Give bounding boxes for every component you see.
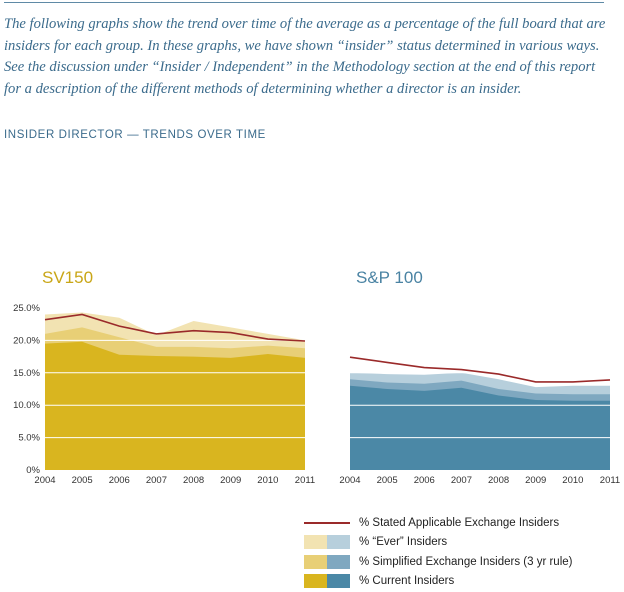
sv150-y-tick-label: 5.0%	[18, 433, 40, 444]
legend-item-stated: % Stated Applicable Exchange Insiders	[304, 513, 604, 533]
sv150-y-tick-label: 25.0%	[13, 303, 40, 314]
sv150-y-tick-label: 10.0%	[13, 400, 40, 411]
current-sp-swatch	[327, 574, 350, 589]
sp100-area-current	[350, 385, 610, 470]
legend-label-current: % Current Insiders	[359, 575, 455, 588]
sv150-x-tick-label: 2005	[72, 475, 93, 486]
sp100-x-tick-label: 2011	[600, 475, 620, 486]
sv150-line-stated	[44, 313, 306, 342]
sv150-y-tick-label: 20.0%	[13, 335, 40, 346]
chart-legend: % Stated Applicable Exchange Insiders % …	[304, 513, 604, 591]
legend-label-ever: % “Ever” Insiders	[359, 536, 448, 549]
legend-item-current: % Current Insiders	[304, 572, 604, 592]
sp100-x-tick-label: 2007	[451, 475, 472, 486]
sp100-line-stated	[349, 356, 611, 383]
sp100-chart: 2004 2005 2006 2007 2008 2009 2010 2011	[339, 339, 620, 486]
legend-item-ever: % “Ever” Insiders	[304, 533, 604, 553]
sv150-x-tick-label: 2007	[146, 475, 167, 486]
sv150-chart: 2004 2005 2006 2007 2008 2009 2010 2011 0% 5.0% 10…	[13, 303, 315, 486]
sp100-x-tick-label: 2008	[488, 475, 509, 486]
sv150-chart-title: SV150	[42, 268, 94, 287]
sp100-chart-title: S&P 100	[356, 268, 423, 287]
top-rule	[4, 2, 604, 3]
sv150-x-tick-label: 2006	[109, 475, 130, 486]
legend-item-simplified: % Simplified Exchange Insiders (3 yr rul…	[304, 552, 604, 572]
sv150-x-tick-label: 2008	[183, 475, 204, 486]
section-title: INSIDER DIRECTOR — TRENDS OVER TIME	[4, 129, 266, 141]
sv150-area-current	[45, 341, 305, 470]
sv150-x-tick-label: 2010	[257, 475, 278, 486]
sp100-x-tick-label: 2005	[377, 475, 398, 486]
legend-label-stated: % Stated Applicable Exchange Insiders	[359, 516, 560, 529]
sp100-x-tick-label: 2010	[562, 475, 583, 486]
sp100-x-tick-label: 2006	[414, 475, 435, 486]
sv150-x-tick-label: 2011	[295, 475, 315, 486]
legend-label-simplified: % Simplified Exchange Insiders (3 yr rul…	[359, 555, 573, 568]
sp100-x-tick-label: 2009	[525, 475, 546, 486]
ever-sp-swatch	[327, 535, 350, 550]
sv150-y-tick-label: 15.0%	[13, 368, 40, 379]
simplified-sp-swatch	[327, 554, 350, 569]
sv150-y-tick-label: 0%	[26, 465, 40, 476]
current-sv-swatch	[304, 574, 327, 589]
sv150-x-tick-label: 2009	[220, 475, 241, 486]
sv150-x-tick-label: 2004	[34, 475, 55, 486]
sp100-x-tick-label: 2004	[339, 475, 360, 486]
ever-sv-swatch	[304, 535, 327, 550]
simplified-sv-swatch	[304, 554, 327, 569]
intro-paragraph: The following graphs show the trend over…	[4, 16, 606, 97]
stated-line-swatch	[304, 516, 350, 530]
